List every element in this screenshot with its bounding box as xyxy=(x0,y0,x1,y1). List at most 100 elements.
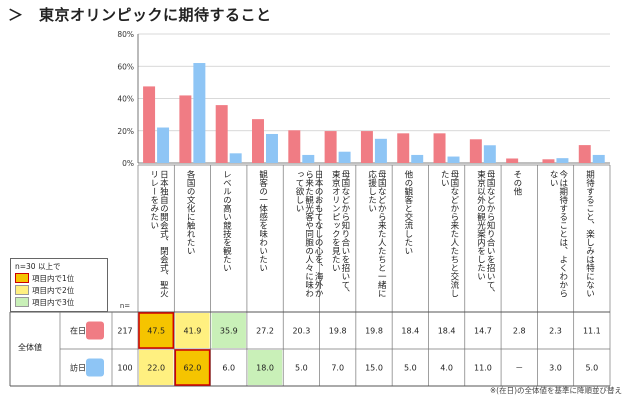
bar-zainichi xyxy=(360,131,373,163)
y-axis: 0% 20% 40% 60% 80% xyxy=(117,30,139,168)
bar-zainichi xyxy=(215,105,228,163)
bar-hounichi xyxy=(229,153,242,163)
category-label: 日本独自の開会式、閉会式、聖火リレーをみたい xyxy=(148,170,169,298)
row-group-label: 全体値 xyxy=(18,343,42,352)
category-label: 母国などから知り合いを招いて、東京オリンピックを見たい xyxy=(330,170,350,298)
value-cell: 2.3 xyxy=(549,327,562,336)
category-label: 母国などから来た人たちと交流したい xyxy=(439,170,459,298)
value-highlight xyxy=(138,312,175,349)
category-label: その他 xyxy=(511,170,522,196)
value-highlight xyxy=(247,350,283,385)
value-cell: 5.0 xyxy=(585,364,598,373)
bar-hounichi xyxy=(374,138,387,163)
y-tick-label: 60% xyxy=(117,62,134,71)
legend-swatch xyxy=(15,273,29,283)
bar-zainichi xyxy=(324,131,337,163)
bar-zainichi xyxy=(252,119,264,163)
value-cell: － xyxy=(515,364,523,373)
legend-header: n=30 以上で xyxy=(15,262,61,271)
bar-hounichi xyxy=(265,133,278,163)
legend-item-rank1: 項目内で1位 xyxy=(15,273,74,283)
n-header: n= xyxy=(120,302,130,310)
value-cell: 6.0 xyxy=(222,364,235,373)
row-swatch xyxy=(86,321,104,340)
row-name: 訪日 xyxy=(70,363,86,373)
bar-hounichi xyxy=(556,158,569,163)
bar-zainichi xyxy=(179,95,192,163)
bar-zainichi xyxy=(506,158,519,163)
value-highlight xyxy=(174,349,211,386)
value-cell: 19.8 xyxy=(329,327,347,336)
y-tick-label: 40% xyxy=(117,95,134,104)
value-table-grid xyxy=(9,164,611,387)
row-swatch xyxy=(86,358,104,377)
bars xyxy=(143,63,605,163)
bar-hounichi xyxy=(302,154,315,163)
category-label: 今は期待することは、よくわからない xyxy=(548,170,568,298)
category-label: 他の観客と交流したい xyxy=(402,170,413,255)
legend-label: 項目内で2位 xyxy=(32,285,75,295)
value-cell: 62.0 xyxy=(184,364,202,373)
value-cell: 15.0 xyxy=(365,364,383,373)
chart-grid xyxy=(138,33,610,164)
y-tick-label: 80% xyxy=(117,30,134,39)
legend-item-rank2: 項目内で2位 xyxy=(15,285,74,295)
value-cell: 18.4 xyxy=(401,327,419,336)
category-label: 日本のおもてなしの心を、海外から来た観光客や同胞の人々に味わって欲しい xyxy=(293,170,324,298)
legend-swatch xyxy=(15,297,29,307)
bar-zainichi xyxy=(578,145,591,163)
row-name: 在日 xyxy=(70,326,86,336)
bar-zainichi xyxy=(433,133,446,163)
value-cell: 27.2 xyxy=(256,327,274,336)
bar-hounichi xyxy=(157,127,170,163)
legend-swatch xyxy=(15,285,29,295)
category-label: 観客の一体感を味わいたい xyxy=(257,170,268,272)
value-cell: 11.1 xyxy=(583,327,601,336)
y-tick-label: 20% xyxy=(117,127,134,136)
category-label: 母国などから知り合いを招いて、東京以外の観光案内をしたい xyxy=(475,170,496,298)
value-cell: 35.9 xyxy=(220,327,238,336)
rank-legend: n=30 以上で 項目内で1位 項目内で2位 項目内で3位 xyxy=(10,258,108,312)
value-cell: 47.5 xyxy=(147,327,165,336)
value-cell: 11.0 xyxy=(474,364,492,373)
bar-zainichi xyxy=(397,133,410,163)
bar-hounichi xyxy=(411,154,424,163)
value-highlight xyxy=(211,313,246,348)
bar-zainichi xyxy=(143,86,156,163)
footnote: ※(在日)の全体値を基準に降順並び替え xyxy=(489,386,622,395)
value-table-values: n= 在日 217 47.5 41.9 35.9 27.2 20.3 19.8 19.8 18.4 1… xyxy=(70,302,601,386)
bar-zainichi xyxy=(542,159,555,163)
category-label: 各国の文化に触れたい xyxy=(185,170,196,255)
value-cell: 18.4 xyxy=(438,327,456,336)
legend-item-rank3: 項目内で3位 xyxy=(15,297,74,307)
value-cell: 3.0 xyxy=(549,364,562,373)
value-cell: 18.0 xyxy=(256,364,274,373)
value-cell: 5.0 xyxy=(295,364,308,373)
row-n: 217 xyxy=(117,327,132,336)
bar-hounichi xyxy=(592,154,605,163)
legend-label: 項目内で3位 xyxy=(32,297,75,307)
value-cell: 22.0 xyxy=(147,364,165,373)
category-label: レベルの高い競技を観たい xyxy=(221,170,232,272)
bar-hounichi xyxy=(193,63,206,163)
value-cell: 41.9 xyxy=(184,327,202,336)
value-cell: 5.0 xyxy=(404,364,417,373)
page-title: ＞ 東京オリンピックに期待すること xyxy=(8,6,272,24)
bar-hounichi xyxy=(483,145,496,163)
legend-label: 項目内で1位 xyxy=(32,273,75,283)
bar-hounichi xyxy=(447,156,460,163)
category-label: 母国などから来た人たちと一緒に応援したい xyxy=(366,170,387,298)
y-tick-label: 0% xyxy=(122,159,134,168)
bar-hounichi xyxy=(338,151,351,163)
value-cell: 7.0 xyxy=(331,364,344,373)
value-cell: 20.3 xyxy=(292,327,310,336)
category-label: 期待すること、楽しみは特にない xyxy=(584,170,595,298)
value-highlight xyxy=(139,350,174,385)
bar-zainichi xyxy=(288,130,301,163)
value-cell: 4.0 xyxy=(440,364,453,373)
value-highlight xyxy=(175,313,210,348)
value-cell: 2.8 xyxy=(513,327,526,336)
row-n: 100 xyxy=(117,364,132,373)
value-cell: 19.8 xyxy=(365,327,383,336)
